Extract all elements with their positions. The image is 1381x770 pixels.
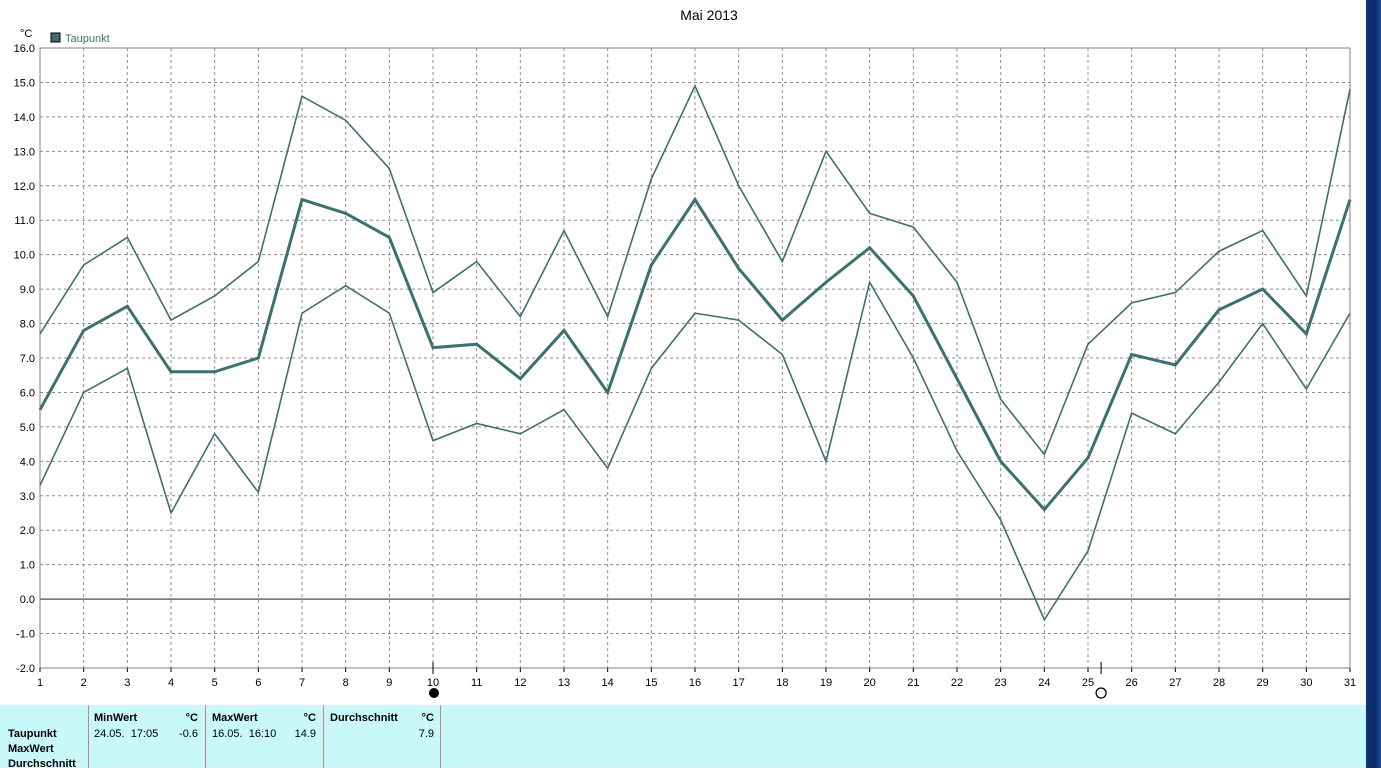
- x-tick-label: 12: [514, 677, 526, 689]
- minwert-value: -0.6: [179, 728, 198, 740]
- legend-label: Taupunkt: [65, 33, 110, 45]
- y-tick-label: -1.0: [16, 629, 35, 641]
- y-tick-label: 10.0: [14, 250, 35, 262]
- series-line-min: [39, 280, 1351, 622]
- series-line-max: [39, 83, 1351, 457]
- maxwert-header: MaxWert: [212, 712, 258, 724]
- y-tick-label: 4.0: [20, 456, 35, 468]
- x-tick-label: 6: [255, 677, 261, 689]
- x-tick-label: 21: [907, 677, 919, 689]
- y-tick-label: 2.0: [20, 525, 35, 537]
- x-tick-label: 29: [1257, 677, 1269, 689]
- x-tick-label: 30: [1300, 677, 1312, 689]
- durchschnitt-unit: °C: [421, 712, 434, 724]
- x-tick-label: 26: [1126, 677, 1138, 689]
- chart-title: Mai 2013: [680, 7, 738, 23]
- row-label-taupunkt: Taupunkt: [8, 728, 57, 740]
- y-tick-label: 9.0: [20, 284, 35, 296]
- y-tick-label: 7.0: [20, 353, 35, 365]
- desktop-edge: [1366, 0, 1381, 768]
- y-tick-label: 14.0: [14, 112, 35, 124]
- y-unit-label: °C: [20, 28, 32, 40]
- y-tick-label: 5.0: [20, 422, 35, 434]
- y-tick-label: 15.0: [14, 77, 35, 89]
- full-moon-icon: [1095, 687, 1107, 699]
- x-tick-label: 7: [299, 677, 305, 689]
- chart-area: 16.0 15.0 14.0 13.0 12.0 11.0 10.0 9.0 8.0 7.0 6.0…: [14, 7, 1356, 699]
- y-tick-label: 11.0: [14, 215, 35, 227]
- y-tick-label: 16.0: [14, 43, 35, 55]
- y-tick-label: 0.0: [20, 594, 35, 606]
- x-tick-label: 8: [343, 677, 349, 689]
- x-tick-label: 10: [427, 677, 439, 689]
- x-tick-label: 28: [1213, 677, 1225, 689]
- x-tick-label: 14: [602, 677, 614, 689]
- x-tick-label: 15: [645, 677, 657, 689]
- x-tick-label: 16: [689, 677, 701, 689]
- column-separator: [205, 705, 206, 768]
- x-tick-label: 31: [1344, 677, 1356, 689]
- x-tick-label: 13: [558, 677, 570, 689]
- minwert-header: MinWert: [94, 712, 138, 724]
- legend-swatch: [50, 32, 61, 43]
- x-tick-label: 19: [820, 677, 832, 689]
- x-tick-label: 25: [1082, 677, 1094, 689]
- x-tick-label: 3: [124, 677, 130, 689]
- x-tick-label: 9: [386, 677, 392, 689]
- x-tick-label: 24: [1038, 677, 1050, 689]
- series-line-avg: [38, 196, 1352, 512]
- x-tick-label: 4: [168, 677, 174, 689]
- y-tick-label: -2.0: [16, 663, 35, 675]
- x-tick-label: 17: [733, 677, 745, 689]
- x-tick-label: 2: [81, 677, 87, 689]
- new-moon-icon: [429, 688, 439, 698]
- x-tick-label: 22: [951, 677, 963, 689]
- x-tick-label: 11: [471, 677, 482, 689]
- maxwert-value: 14.9: [294, 728, 316, 740]
- y-tick-label: 3.0: [20, 491, 35, 503]
- row-label-maxwert: MaxWert: [8, 743, 54, 755]
- durchschnitt-value: 7.9: [418, 728, 434, 740]
- minwert-date: 24.05. 17:05: [94, 728, 159, 740]
- x-tick-label: 1: [37, 677, 43, 689]
- stats-panel: Taupunkt MaxWert Durchschnitt MinWert °C…: [0, 705, 1366, 770]
- durchschnitt-header: Durchschnitt: [330, 712, 398, 724]
- x-tick-label: 20: [864, 677, 876, 689]
- maxwert-date: 16.05. 16:10: [212, 728, 277, 740]
- column-separator: [440, 705, 441, 768]
- minwert-unit: °C: [185, 712, 198, 724]
- column-separator: [323, 705, 324, 768]
- y-tick-label: 1.0: [20, 560, 35, 572]
- y-tick-label: 12.0: [14, 181, 35, 193]
- column-separator: [88, 705, 89, 768]
- y-tick-label: 6.0: [20, 387, 35, 399]
- x-tick-label: 18: [776, 677, 788, 689]
- x-tick-label: 23: [995, 677, 1007, 689]
- x-tick-label: 5: [212, 677, 218, 689]
- row-label-durchschnitt: Durchschnitt: [8, 758, 76, 770]
- x-tick-label: 27: [1169, 677, 1181, 689]
- maxwert-unit: °C: [303, 712, 316, 724]
- y-tick-label: 13.0: [14, 146, 35, 158]
- dewpoint-chart: 16.015.014.013.012.011.010.09.08.07.06.0…: [14, 7, 1356, 699]
- y-tick-label: 8.0: [20, 319, 35, 331]
